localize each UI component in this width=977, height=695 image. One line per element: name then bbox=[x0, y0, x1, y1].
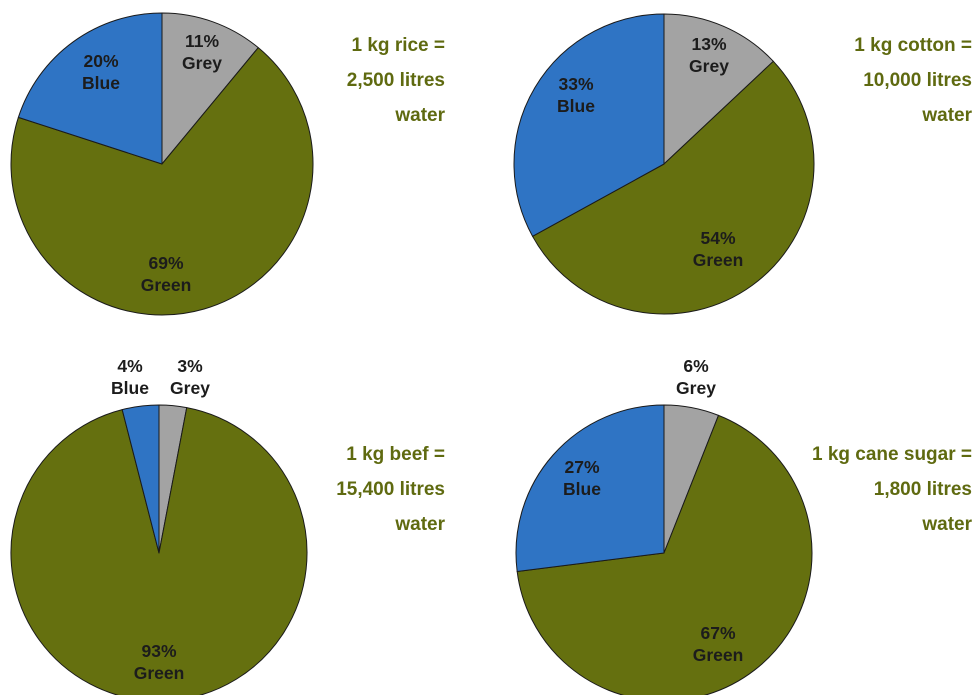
slice-category: Green bbox=[693, 645, 744, 665]
slice-label-green: 93% Green bbox=[134, 641, 185, 683]
caption-line: water bbox=[922, 514, 972, 535]
caption-line: water bbox=[395, 514, 445, 535]
slice-percent: 93% bbox=[141, 641, 176, 661]
pie-slice-green bbox=[10, 47, 314, 316]
slice-category: Green bbox=[141, 275, 192, 295]
slice-percent: 11% bbox=[185, 31, 219, 51]
pie-slice-blue bbox=[513, 13, 665, 237]
slice-category: Green bbox=[693, 250, 744, 270]
caption-line: 1 kg beef = bbox=[346, 444, 445, 465]
caption-line: 2,500 litres bbox=[346, 70, 445, 91]
slice-label-green: 69% Green bbox=[141, 253, 192, 295]
slice-category: Blue bbox=[82, 73, 120, 93]
caption-line: 1 kg cane sugar = bbox=[812, 444, 972, 465]
pie-slice-green bbox=[516, 414, 813, 695]
slice-label-grey: 6% Grey bbox=[676, 356, 716, 398]
slice-label-green: 54% Green bbox=[693, 228, 744, 270]
caption-line: 1 kg rice = bbox=[351, 35, 445, 56]
pie-chart-rice: 11% Grey 69% Green 20% Blue bbox=[10, 12, 314, 316]
slice-label-grey: 13% Grey bbox=[689, 34, 729, 76]
slice-percent: 13% bbox=[691, 34, 726, 54]
caption-line: 15,400 litres bbox=[336, 479, 445, 500]
pie-chart-beef: 3% Grey 93% Green 4% Blue bbox=[10, 356, 308, 695]
caption-line: 10,000 litres bbox=[863, 70, 972, 91]
slice-percent: 67% bbox=[700, 623, 735, 643]
slice-percent: 3% bbox=[177, 356, 203, 376]
caption-beef: 1 kg beef = 15,400 litres water bbox=[336, 437, 445, 542]
slice-category: Grey bbox=[170, 378, 210, 398]
slice-percent: 27% bbox=[564, 457, 599, 477]
slice-label-blue: 27% Blue bbox=[563, 457, 601, 499]
caption-cane-sugar: 1 kg cane sugar = 1,800 litres water bbox=[812, 437, 972, 542]
caption-rice: 1 kg rice = 2,500 litres water bbox=[347, 28, 445, 133]
slice-category: Blue bbox=[563, 479, 601, 499]
caption-cotton: 1 kg cotton = 10,000 litres water bbox=[854, 28, 972, 133]
slice-percent: 54% bbox=[700, 228, 735, 248]
pie-slice-green bbox=[532, 60, 815, 315]
pie-slice-grey bbox=[663, 13, 774, 165]
caption-line: 1,800 litres bbox=[873, 479, 972, 500]
slice-category: Blue bbox=[111, 378, 149, 398]
pie-chart-cotton: 13% Grey 54% Green 33% Blue bbox=[513, 13, 815, 315]
slice-category: Blue bbox=[557, 96, 595, 116]
caption-line: 1 kg cotton = bbox=[854, 35, 972, 56]
slice-label-blue: 33% Blue bbox=[557, 74, 595, 116]
slice-percent: 6% bbox=[683, 356, 709, 376]
slice-label-grey: 3% Grey bbox=[170, 356, 210, 398]
pie-chart-cane-sugar: 6% Grey 67% Green 27% Blue bbox=[515, 356, 813, 695]
slice-category: Grey bbox=[182, 53, 222, 73]
slice-percent: 33% bbox=[558, 74, 593, 94]
slice-label-grey: 11% Grey bbox=[182, 31, 222, 73]
slice-percent: 4% bbox=[117, 356, 143, 376]
slice-category: Grey bbox=[689, 56, 729, 76]
slice-percent: 20% bbox=[83, 51, 118, 71]
pie-slice-blue bbox=[515, 404, 665, 573]
slice-percent: 69% bbox=[148, 253, 183, 273]
pie-slice-blue bbox=[121, 404, 160, 554]
caption-line: water bbox=[395, 105, 445, 126]
pie-slice-green bbox=[10, 407, 308, 695]
slice-category: Grey bbox=[676, 378, 716, 398]
pie-slice-grey bbox=[161, 12, 259, 165]
slice-category: Green bbox=[134, 663, 185, 683]
slice-label-blue: 4% Blue bbox=[111, 356, 149, 398]
slice-label-green: 67% Green bbox=[693, 623, 744, 665]
caption-line: water bbox=[922, 105, 972, 126]
pie-slice-blue bbox=[17, 12, 163, 165]
slice-label-blue: 20% Blue bbox=[82, 51, 120, 93]
